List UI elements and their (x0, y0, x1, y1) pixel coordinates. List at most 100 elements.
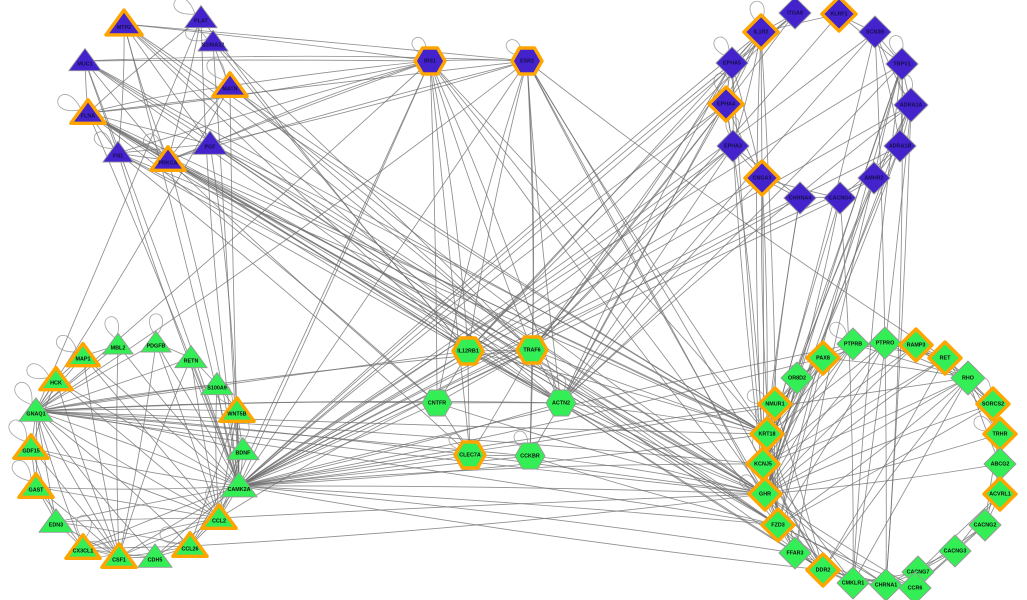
graph-node[interactable]: PLAT (184, 5, 218, 29)
node-diamond-shape[interactable] (742, 13, 780, 51)
node-triangle-shape[interactable] (102, 332, 134, 355)
graph-node[interactable]: S100A12 (197, 29, 229, 52)
node-triangle-shape[interactable] (12, 433, 50, 460)
node-diamond-shape[interactable] (760, 507, 796, 543)
graph-node[interactable]: S100A9 (200, 372, 234, 396)
node-triangle-shape[interactable] (218, 396, 256, 423)
node-triangle-shape[interactable] (200, 372, 234, 396)
graph-node[interactable]: EPHA4 (707, 85, 745, 123)
graph-node[interactable]: CDH5 (137, 543, 173, 568)
graph-node[interactable]: IL12RB1 (451, 336, 485, 366)
node-triangle-shape[interactable] (140, 330, 172, 353)
graph-node[interactable]: OR8D2 (780, 361, 814, 395)
node-triangle-shape[interactable] (17, 472, 55, 499)
graph-node[interactable]: PRKCA (149, 145, 187, 173)
node-diamond-shape[interactable] (975, 386, 1011, 422)
graph-node[interactable]: ABCG2 (983, 447, 1017, 481)
node-diamond-shape[interactable] (898, 327, 934, 363)
node-diamond-shape[interactable] (820, 0, 858, 33)
node-triangle-shape[interactable] (226, 437, 260, 461)
node-triangle-shape[interactable] (149, 145, 187, 173)
node-diamond-shape[interactable] (805, 552, 841, 588)
graph-node[interactable]: KLRF1 (820, 0, 858, 33)
node-hexagon-shape[interactable] (421, 389, 453, 417)
graph-node[interactable]: FFAR3 (778, 536, 812, 570)
node-diamond-shape[interactable] (883, 129, 917, 163)
node-triangle-shape[interactable] (192, 130, 228, 155)
node-hexagon-shape[interactable] (510, 46, 544, 76)
graph-node[interactable]: NMUR1 (757, 386, 793, 422)
graph-node[interactable]: DDR2 (805, 552, 841, 588)
node-triangle-shape[interactable] (69, 98, 107, 126)
graph-node[interactable]: GHR (747, 476, 783, 512)
node-diamond-shape[interactable] (707, 85, 745, 123)
graph-node[interactable]: RETN (174, 345, 208, 369)
node-diamond-shape[interactable] (885, 47, 919, 81)
graph-node[interactable]: ESR2 (510, 46, 544, 76)
graph-node[interactable]: CNGA3 (743, 159, 781, 197)
node-hexagon-shape[interactable] (514, 442, 546, 470)
node-diamond-shape[interactable] (893, 87, 929, 123)
node-diamond-shape[interactable] (927, 340, 963, 376)
node-diamond-shape[interactable] (805, 340, 841, 376)
graph-node[interactable]: ADRA1B (883, 129, 917, 163)
graph-node[interactable]: MBL2 (102, 332, 134, 355)
graph-node[interactable]: MAP1 (65, 341, 101, 368)
graph-node[interactable]: MTP2 (104, 8, 144, 37)
graph-node[interactable]: PGF (192, 130, 228, 155)
graph-node[interactable]: HCK (38, 365, 74, 392)
node-hexagon-shape[interactable] (413, 46, 447, 76)
node-diamond-shape[interactable] (747, 476, 783, 512)
graph-node[interactable]: TRHR (982, 416, 1018, 452)
node-triangle-shape[interactable] (65, 341, 101, 368)
graph-node[interactable]: ACVRL1 (982, 476, 1018, 512)
graph-node[interactable]: ITGA8 (778, 0, 812, 30)
graph-node[interactable]: RHO (950, 360, 986, 396)
graph-node[interactable]: AMHR2 (857, 161, 891, 195)
graph-node[interactable]: CACNG4 (823, 181, 857, 215)
node-diamond-shape[interactable] (938, 534, 972, 568)
graph-node[interactable]: CMKLR1 (836, 566, 870, 600)
graph-node[interactable]: GDF15 (12, 433, 50, 460)
node-hexagon-shape[interactable] (515, 335, 549, 365)
node-diamond-shape[interactable] (715, 46, 749, 80)
graph-node[interactable]: ACTN2 (545, 389, 577, 417)
graph-node[interactable]: CCL26 (171, 531, 209, 558)
node-diamond-shape[interactable] (823, 181, 857, 215)
graph-node[interactable]: EPHA5 (715, 46, 749, 80)
graph-node[interactable]: BDNF (226, 437, 260, 461)
node-triangle-shape[interactable] (197, 29, 229, 52)
node-diamond-shape[interactable] (868, 326, 902, 360)
node-diamond-shape[interactable] (716, 129, 750, 163)
node-diamond-shape[interactable] (968, 508, 1002, 542)
graph-node[interactable]: CLEC7A (453, 440, 487, 470)
graph-node[interactable]: WNT5B (218, 396, 256, 423)
node-triangle-shape[interactable] (68, 48, 102, 72)
graph-node[interactable]: CCL2 (200, 503, 238, 530)
graph-node[interactable]: IRS1 (413, 46, 447, 76)
graph-node[interactable]: CCR6 (898, 571, 932, 600)
graph-node[interactable]: TRPV1 (885, 47, 919, 81)
graph-node[interactable]: CHRNA4 (783, 181, 817, 215)
node-diamond-shape[interactable] (858, 15, 892, 49)
node-triangle-shape[interactable] (137, 543, 173, 568)
node-diamond-shape[interactable] (898, 571, 932, 600)
node-diamond-shape[interactable] (869, 568, 903, 600)
node-diamond-shape[interactable] (780, 361, 814, 395)
graph-node[interactable]: GAST (17, 472, 55, 499)
graph-node[interactable]: SCN3B (858, 15, 892, 49)
graph-node[interactable]: ADRA1A (893, 87, 929, 123)
graph-node[interactable]: PDGFB (140, 330, 172, 353)
graph-node[interactable]: RET (927, 340, 963, 376)
node-triangle-shape[interactable] (18, 397, 54, 422)
graph-node[interactable]: FZD3 (760, 507, 796, 543)
graph-node[interactable]: FN1 (102, 140, 134, 163)
node-triangle-shape[interactable] (174, 345, 208, 369)
node-hexagon-shape[interactable] (451, 336, 485, 366)
graph-node[interactable]: GNAQ1 (18, 397, 54, 422)
graph-node[interactable]: CX3CL1 (64, 533, 102, 560)
graph-node[interactable]: MATN (211, 71, 249, 99)
graph-node[interactable]: FLNA (69, 98, 107, 126)
node-diamond-shape[interactable] (836, 327, 870, 361)
